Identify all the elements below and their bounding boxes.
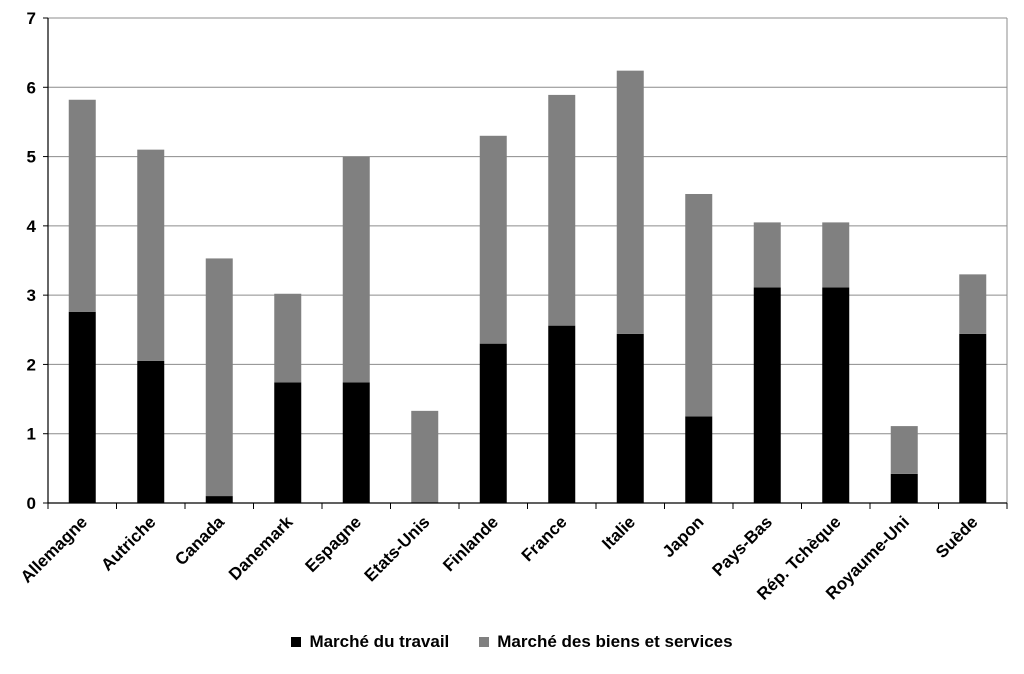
bar-travail-2	[205, 496, 233, 503]
bar-travail-9	[685, 416, 713, 503]
legend-swatch-biens-services	[479, 637, 490, 647]
bar-travail-0	[68, 311, 96, 503]
x-tick-label-4: Espagne	[302, 512, 366, 576]
x-tick-label-7: France	[518, 512, 571, 565]
x-tick-label-5: Etats-Unis	[361, 512, 434, 585]
bar-biens-services-3	[274, 293, 302, 383]
bar-travail-13	[959, 333, 987, 503]
bar-travail-8	[616, 333, 644, 503]
y-tick-label-6: 6	[27, 78, 36, 97]
y-tick-label-0: 0	[27, 494, 36, 513]
x-tick-label-3: Danemark	[225, 512, 297, 584]
bar-biens-services-8	[616, 70, 644, 334]
bar-travail-10	[753, 287, 781, 503]
bar-travail-7	[548, 325, 576, 503]
x-tick-label-1: Autriche	[97, 512, 159, 574]
x-tick-label-0: Allemagne	[17, 512, 91, 586]
bar-biens-services-12	[890, 426, 918, 474]
bar-travail-12	[890, 473, 918, 503]
x-tick-label-10: Pays-Bas	[709, 512, 777, 580]
legend-swatch-travail	[291, 637, 302, 647]
y-tick-label-4: 4	[27, 217, 37, 236]
legend-item-travail: Marché du travail	[291, 632, 449, 652]
x-tick-label-8: Italie	[598, 512, 639, 553]
x-tick-label-6: Finlande	[439, 512, 502, 575]
y-tick-label-2: 2	[27, 355, 36, 374]
bar-travail-6	[479, 343, 507, 503]
bar-biens-services-7	[548, 94, 576, 326]
legend-label-biens-services: Marché des biens et services	[497, 632, 733, 651]
y-tick-label-1: 1	[27, 425, 36, 444]
bar-biens-services-5	[411, 410, 439, 503]
bar-biens-services-0	[68, 99, 96, 312]
bar-travail-11	[822, 287, 850, 503]
bar-travail-4	[342, 382, 370, 503]
legend-item-biens-services: Marché des biens et services	[479, 632, 733, 652]
bar-biens-services-10	[753, 222, 781, 288]
legend: Marché du travail Marché des biens et se…	[0, 632, 1024, 652]
grid-lines	[48, 17, 1008, 503]
axes	[43, 17, 1008, 509]
legend-label-travail: Marché du travail	[309, 632, 450, 651]
bar-travail-1	[137, 360, 165, 503]
bar-biens-services-6	[479, 135, 507, 344]
y-tick-label-5: 5	[27, 148, 36, 167]
bar-biens-services-9	[685, 193, 713, 417]
bar-biens-services-4	[342, 156, 370, 383]
bar-biens-services-11	[822, 222, 850, 288]
y-tick-label-3: 3	[27, 286, 36, 305]
x-tick-label-2: Canada	[171, 512, 228, 569]
bars	[68, 70, 987, 503]
x-tick-label-13: Suède	[932, 512, 982, 562]
bar-travail-3	[274, 382, 302, 503]
y-tick-label-7: 7	[27, 9, 36, 28]
x-tick-label-9: Japon	[659, 512, 708, 561]
bar-biens-services-1	[137, 149, 165, 361]
bar-biens-services-13	[959, 274, 987, 334]
y-tick-labels: 0 1 2 3 4 5 6 7	[27, 9, 37, 513]
bar-biens-services-2	[205, 258, 233, 497]
